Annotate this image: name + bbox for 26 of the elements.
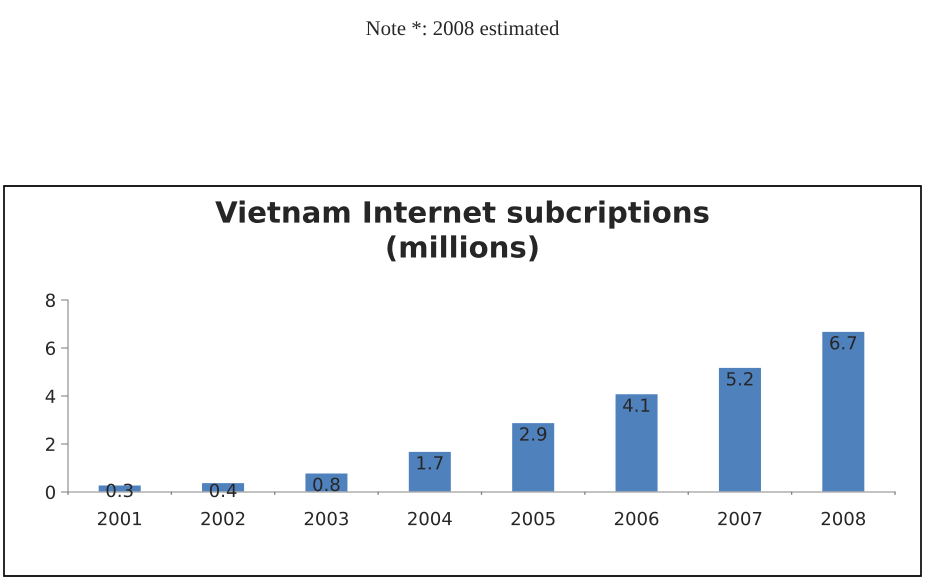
x-tick-label: 2008 [822, 512, 866, 526]
data-label: 6.7 [830, 336, 856, 350]
y-tick-label: 6 [46, 341, 56, 356]
x-tick-label: 2003 [304, 512, 348, 526]
data-label: 0.8 [313, 478, 340, 492]
chart-title: Vietnam Internet subcriptions (millions) [215, 200, 709, 262]
x-tick-label: 2006 [614, 512, 658, 526]
data-label: 1.7 [417, 456, 443, 470]
bar [820, 330, 866, 492]
x-tick-label: 2005 [512, 512, 555, 526]
y-tick-label: 4 [46, 390, 56, 403]
text: Note *: 2008 estimated [366, 20, 560, 36]
bar [510, 422, 556, 492]
data-label: 4.1 [623, 398, 650, 412]
x-tick-label: 2007 [718, 512, 762, 526]
x-tick-label: 2002 [201, 512, 244, 526]
y-tick-label: 2 [46, 437, 54, 451]
bar [614, 392, 659, 492]
data-label: 2.9 [520, 427, 546, 441]
y-tick-label: 8 [46, 293, 55, 308]
bar [407, 450, 452, 492]
x-tick-label: 2001 [98, 512, 141, 526]
data-label: 5.2 [726, 372, 752, 386]
x-tick-label: 2004 [408, 512, 452, 526]
bar [718, 366, 762, 492]
y-tick-label: 0 [46, 485, 55, 500]
